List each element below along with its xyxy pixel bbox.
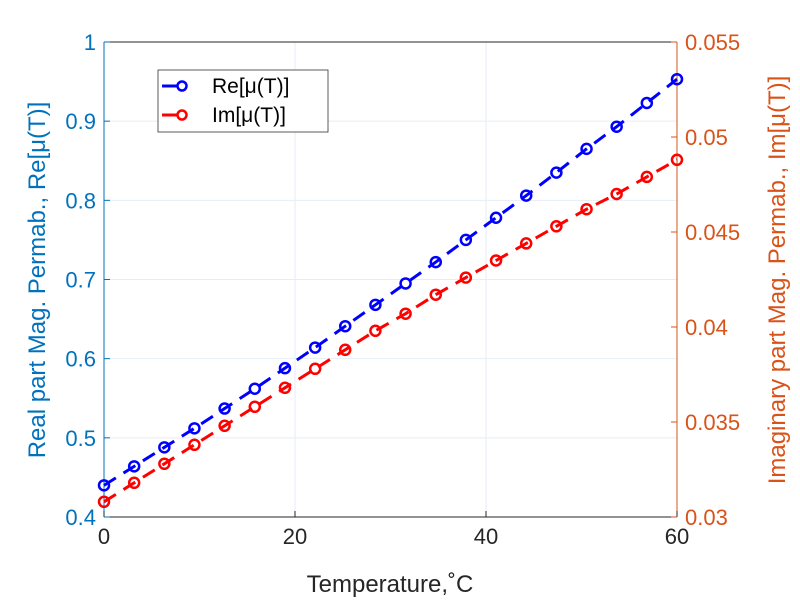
data-point-im	[610, 187, 623, 201]
data-point-re	[519, 189, 533, 202]
data-point-re	[158, 441, 171, 454]
data-point-re	[308, 341, 322, 354]
x-tick-label: 0	[98, 524, 110, 549]
data-point-re	[670, 72, 684, 86]
y-tick-label-left: 0.8	[65, 188, 96, 213]
data-point-re	[610, 120, 623, 133]
data-point-re	[248, 382, 262, 395]
y-tick-label-left: 0.9	[65, 109, 96, 134]
legend: Re[μ(T)] Im[μ(T)]	[157, 69, 329, 133]
data-point-re	[640, 96, 654, 110]
data-point-re	[188, 422, 201, 435]
data-point-im	[218, 419, 231, 433]
data-point-im	[459, 271, 473, 284]
legend-marker-re	[176, 80, 188, 92]
y-tick-label-right: 0.04	[685, 315, 728, 340]
data-point-re	[580, 142, 593, 156]
data-point-re	[97, 479, 111, 492]
data-point-im	[369, 324, 382, 338]
x-tick-label: 60	[665, 524, 689, 549]
data-point-re	[550, 166, 563, 179]
y-tick-label-right: 0.035	[685, 410, 740, 435]
data-point-im	[188, 438, 201, 452]
data-point-im	[399, 307, 412, 320]
legend-label-re: Re[μ(T)]	[212, 75, 289, 98]
y-axis-label-left: Real part Mag. Permab., Re[μ(T)]	[24, 102, 51, 459]
y-tick-label-left: 0.7	[65, 268, 96, 293]
data-point-im	[278, 381, 292, 395]
data-point-im	[338, 343, 352, 357]
data-point-re	[278, 361, 292, 375]
data-point-im	[429, 288, 443, 301]
data-point-re	[399, 277, 412, 290]
data-point-im	[308, 362, 322, 376]
y-tick-label-left: 0.4	[65, 505, 96, 530]
y-tick-label-right: 0.05	[685, 125, 728, 150]
data-point-im	[127, 476, 141, 490]
data-point-re	[338, 319, 352, 333]
data-point-im	[640, 170, 654, 184]
y-tick-label-left: 0.5	[65, 426, 96, 451]
data-point-im	[550, 220, 563, 233]
series-line-re	[103, 78, 678, 487]
legend-box	[157, 69, 329, 133]
y-tick-label-left: 0.6	[65, 347, 96, 372]
data-point-im	[489, 254, 503, 267]
data-point-im	[97, 495, 111, 509]
data-point-im	[158, 457, 171, 471]
x-axis-label: Temperature,˚C	[307, 571, 474, 598]
y-axis-label-right: Imaginary part Mag. Permab., Im[μ(T)]	[764, 76, 791, 485]
data-point-im	[248, 400, 262, 414]
data-point-re	[429, 255, 443, 269]
data-point-im	[670, 153, 684, 167]
data-point-re	[218, 402, 231, 415]
y-tick-label-right: 0.045	[685, 220, 740, 245]
data-point-im	[519, 237, 533, 250]
x-tick-label: 20	[283, 524, 307, 549]
data-point-re	[489, 211, 503, 224]
data-point-re	[127, 460, 141, 473]
y-tick-label-right: 0.03	[685, 505, 728, 530]
legend-label-im: Im[μ(T)]	[212, 104, 286, 127]
y-tick-label-left: 1	[84, 30, 96, 55]
legend-marker-im	[176, 109, 188, 121]
data-point-re	[459, 233, 473, 247]
y-tick-label-right: 0.055	[685, 30, 740, 55]
data-point-re	[369, 298, 382, 312]
x-tick-label: 40	[474, 524, 498, 549]
data-point-im	[580, 202, 593, 216]
